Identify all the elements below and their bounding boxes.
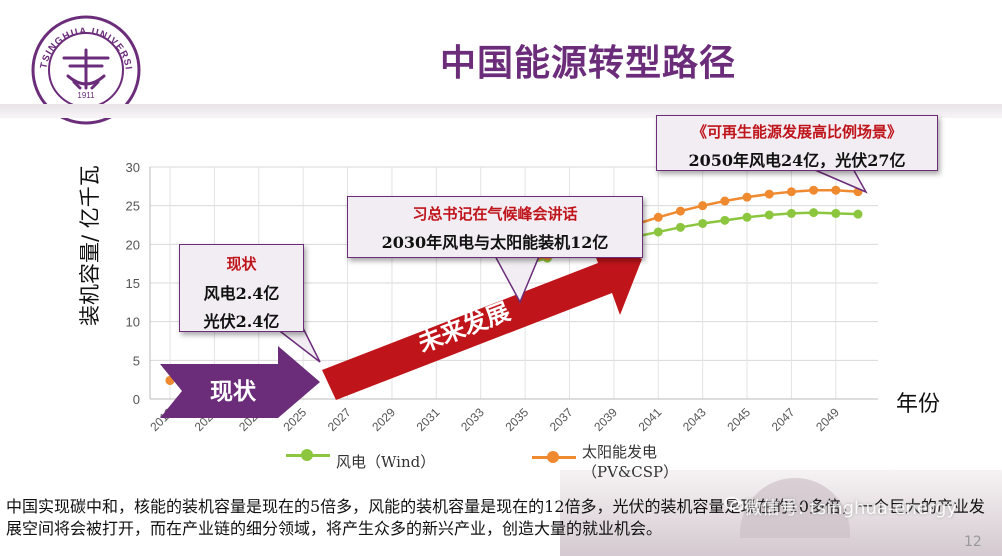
x-tick-label: 2037 xyxy=(547,405,576,434)
y-tick-label: 0 xyxy=(133,392,140,407)
y-tick-label: 10 xyxy=(126,315,140,330)
x-tick-label: 2033 xyxy=(458,405,487,434)
wind-legend-swatch xyxy=(286,448,330,462)
data-point xyxy=(853,209,863,219)
x-tick-label: 2027 xyxy=(325,405,354,434)
high-renewable-scenario-callout: 《可再生能源发展高比例场景》 2050年风电24亿，光伏27亿 xyxy=(656,115,938,171)
current-callout-heading: 现状 xyxy=(226,255,257,273)
data-point xyxy=(742,212,752,222)
current-wind-value: 风电2.4亿 xyxy=(203,284,280,303)
y-tick-label: 20 xyxy=(126,237,140,252)
x-tick-label: 2035 xyxy=(502,405,531,434)
data-point xyxy=(698,201,708,211)
data-point xyxy=(831,185,841,195)
data-point xyxy=(698,218,708,228)
slide-title: 中国能源转型路径 xyxy=(440,43,737,84)
data-point xyxy=(653,227,663,237)
x-tick-label: 2047 xyxy=(769,405,798,434)
data-point xyxy=(764,189,774,199)
page-number: 12 xyxy=(964,534,982,550)
current-arrow-label: 现状 xyxy=(210,378,257,405)
scenario-callout-heading: 《可再生能源发展高比例场景》 xyxy=(691,123,902,141)
solar-legend-label-1: 太阳能发电 xyxy=(582,443,658,461)
data-point xyxy=(786,208,796,218)
legend-solar: 太阳能发电 （PV&CSP） xyxy=(532,442,678,482)
data-point xyxy=(720,215,730,225)
x-tick-label: 2049 xyxy=(813,405,842,434)
data-point xyxy=(764,210,774,220)
title-band xyxy=(0,104,1002,118)
x-tick-label: 2041 xyxy=(636,405,665,434)
future-development-arrow: 未来发展 xyxy=(322,236,642,400)
tsinghua-logo: TSINGHUA UNIVERSITY 1911 xyxy=(30,14,141,125)
legend-wind: 风电（Wind） xyxy=(286,448,435,472)
solar-legend-label-2: （PV&CSP） xyxy=(582,463,679,481)
x-tick-label: 2043 xyxy=(680,405,709,434)
y-tick-label: 30 xyxy=(126,160,140,175)
current-status-callout: 现状 风电2.4亿 光伏2.4亿 xyxy=(179,244,304,332)
current-status-arrow: 现状 xyxy=(160,346,320,418)
x-tick-label: 2039 xyxy=(591,405,620,434)
y-tick-label: 25 xyxy=(126,199,140,214)
data-point xyxy=(675,222,685,232)
scenario-callout-text: 2050年风电24亿，光伏27亿 xyxy=(688,151,906,170)
y-tick-labels: 0 5 10 15 20 25 30 xyxy=(126,160,140,407)
solar-legend-swatch xyxy=(532,450,576,464)
current-solar-value: 光伏2.4亿 xyxy=(203,312,280,331)
wind-legend-label: 风电（Wind） xyxy=(336,453,436,471)
summit-speech-callout: 习总书记在气候峰会讲话 2030年风电与太阳能装机12亿 xyxy=(347,196,643,258)
svg-text:1911: 1911 xyxy=(77,91,95,100)
y-tick-label: 15 xyxy=(126,276,140,291)
data-point xyxy=(809,208,819,218)
x-axis-label: 年份 xyxy=(896,392,941,417)
data-point xyxy=(809,185,819,195)
data-point xyxy=(742,192,752,202)
summit-callout-text: 2030年风电与太阳能装机12亿 xyxy=(381,233,609,252)
x-tick-label: 2029 xyxy=(369,405,398,434)
wechat-icon xyxy=(724,496,744,512)
data-point xyxy=(675,206,685,216)
x-tick-label: 2045 xyxy=(724,405,753,434)
wechat-watermark: 微信号: tsinghua-energy xyxy=(744,498,958,519)
x-tick-label: 2031 xyxy=(414,405,443,434)
data-point xyxy=(786,187,796,197)
y-tick-label: 5 xyxy=(133,353,140,368)
data-point xyxy=(831,208,841,218)
y-axis-label: 装机容量/ 亿千瓦 xyxy=(78,165,102,326)
summit-callout-heading: 习总书记在气候峰会讲话 xyxy=(412,205,578,223)
data-point xyxy=(653,212,663,222)
data-point xyxy=(720,196,730,206)
